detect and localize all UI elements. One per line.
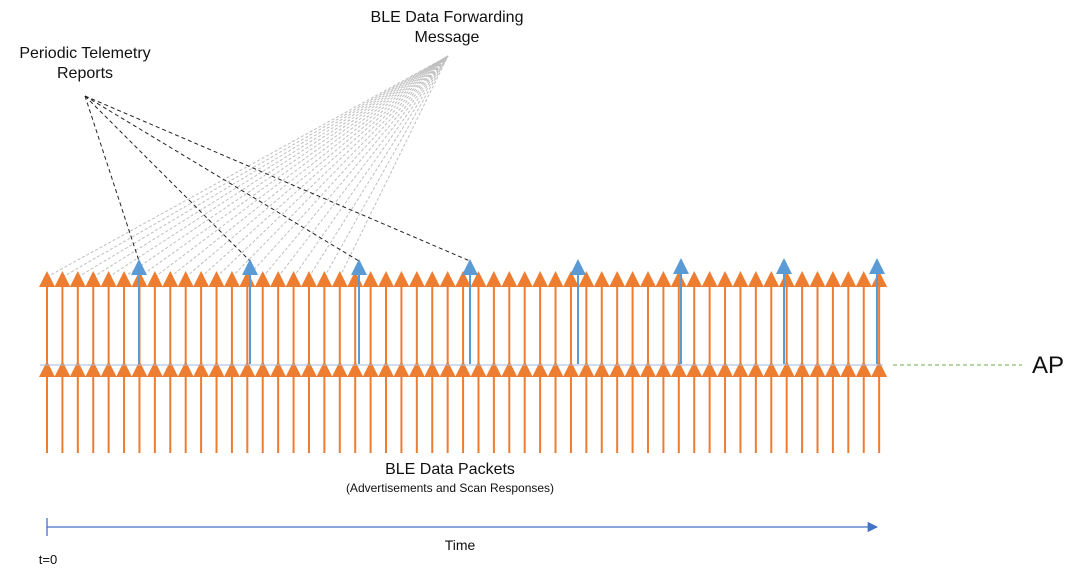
packets-title: BLE Data Packets [385, 461, 515, 478]
telemetry-line [84, 95, 471, 262]
time-label: Time [444, 537, 476, 553]
forwarding-line [308, 55, 449, 278]
forwarding-line [139, 55, 449, 278]
forwarding-line [62, 55, 449, 278]
telemetry-line [84, 95, 360, 262]
forwarding-label-line-1: BLE Data Forwarding [370, 9, 524, 26]
forwarding-message-lines [46, 55, 449, 278]
telemetry-line [84, 95, 251, 262]
forwarding-line [123, 55, 449, 278]
lower-packet-row [39, 361, 888, 453]
forwarding-line [200, 55, 449, 278]
forwarding-line [46, 55, 449, 278]
telemetry-label-line-1: Periodic Telemetry [19, 45, 151, 62]
forwarding-line [231, 55, 449, 278]
telemetry-label: Periodic Telemetry Reports [6, 44, 164, 84]
telemetry-arrow-group [131, 258, 885, 364]
ap-label: AP [1031, 352, 1064, 379]
forwarding-line [169, 55, 449, 278]
upper-packet-row [39, 271, 888, 364]
forwarding-label: BLE Data Forwarding Message [357, 8, 537, 48]
telemetry-label-line-2: Reports [56, 65, 114, 82]
forwarding-line [108, 55, 449, 278]
forwarding-line [323, 55, 449, 278]
telemetry-report-lines [84, 95, 471, 262]
forwarding-line [77, 55, 449, 278]
forwarding-line [216, 55, 449, 278]
forwarding-line [154, 55, 449, 278]
forwarding-line [339, 55, 449, 278]
forwarding-line [262, 55, 449, 278]
packets-subtitle: (Advertisements and Scan Responses) [345, 481, 555, 495]
packets-label: BLE Data Packets (Advertisements and Sca… [320, 460, 580, 496]
forwarding-label-line-2: Message [414, 29, 480, 46]
t0-label: t=0 [38, 552, 58, 567]
forwarding-line [92, 55, 449, 278]
telemetry-line [84, 95, 140, 262]
forwarding-line [277, 55, 449, 278]
